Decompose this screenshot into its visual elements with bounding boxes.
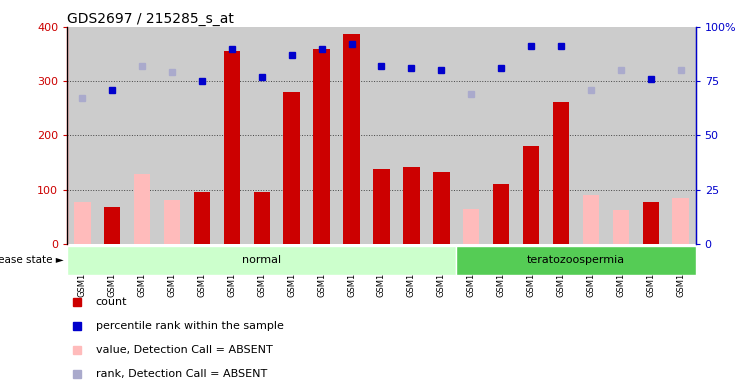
Bar: [396, 27, 426, 244]
Bar: [493, 184, 509, 244]
Text: disease state ►: disease state ►: [0, 255, 64, 265]
Bar: [486, 27, 516, 244]
Bar: [516, 27, 546, 244]
Text: count: count: [96, 297, 127, 307]
Bar: [313, 49, 330, 244]
Bar: [403, 167, 420, 244]
Bar: [67, 246, 456, 275]
Bar: [247, 27, 277, 244]
Bar: [194, 192, 210, 244]
Bar: [127, 27, 157, 244]
Bar: [583, 195, 599, 244]
Bar: [134, 174, 150, 244]
Bar: [307, 27, 337, 244]
Bar: [553, 102, 569, 244]
Text: teratozoospermia: teratozoospermia: [527, 255, 625, 265]
Bar: [217, 27, 247, 244]
Bar: [373, 169, 390, 244]
Bar: [523, 146, 539, 244]
Bar: [636, 27, 666, 244]
Bar: [666, 27, 696, 244]
Bar: [283, 92, 300, 244]
Bar: [426, 27, 456, 244]
Bar: [343, 34, 360, 244]
Bar: [254, 192, 270, 244]
Text: GDS2697 / 215285_s_at: GDS2697 / 215285_s_at: [67, 12, 234, 26]
Bar: [157, 27, 187, 244]
Bar: [546, 27, 576, 244]
Bar: [463, 209, 479, 244]
Bar: [643, 202, 659, 244]
Text: normal: normal: [242, 255, 281, 265]
Bar: [576, 27, 606, 244]
Bar: [224, 51, 240, 244]
Bar: [74, 202, 91, 244]
Bar: [277, 27, 307, 244]
Bar: [104, 207, 120, 244]
Bar: [456, 27, 486, 244]
Bar: [97, 27, 127, 244]
Bar: [606, 27, 636, 244]
Text: percentile rank within the sample: percentile rank within the sample: [96, 321, 283, 331]
Bar: [433, 172, 450, 244]
Bar: [367, 27, 396, 244]
Bar: [672, 198, 689, 244]
Text: rank, Detection Call = ABSENT: rank, Detection Call = ABSENT: [96, 369, 267, 379]
Bar: [67, 27, 97, 244]
Text: value, Detection Call = ABSENT: value, Detection Call = ABSENT: [96, 345, 272, 355]
Bar: [187, 27, 217, 244]
Bar: [337, 27, 367, 244]
Bar: [164, 200, 180, 244]
Bar: [456, 246, 696, 275]
Bar: [613, 210, 629, 244]
